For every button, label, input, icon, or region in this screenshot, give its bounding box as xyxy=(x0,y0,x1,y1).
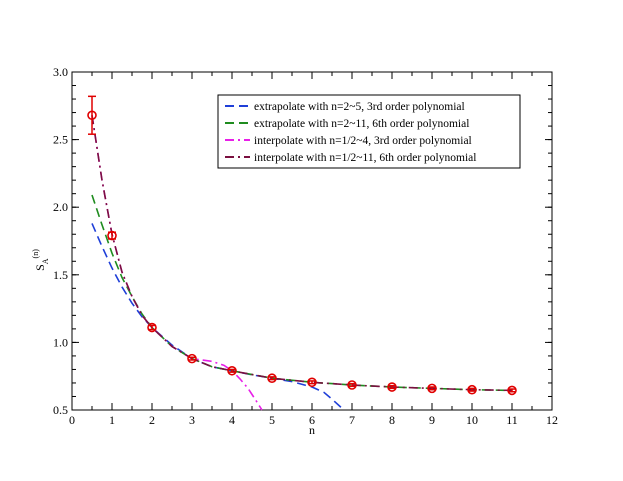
y-axis-label-sup: (n) xyxy=(31,249,40,259)
data-point xyxy=(267,373,277,384)
data-point xyxy=(107,230,117,241)
x-tick-label: 6 xyxy=(309,413,315,427)
y-tick-label: 2.5 xyxy=(53,133,68,147)
x-axis-label: n xyxy=(309,423,315,437)
data-point xyxy=(307,377,317,388)
data-point xyxy=(187,353,197,364)
x-tick-label: 9 xyxy=(429,413,435,427)
legend-entry-3: interpolate with n=1/2~4, 3rd order poly… xyxy=(254,135,472,147)
data-point xyxy=(227,365,237,376)
y-tick-label: 1.5 xyxy=(53,268,68,282)
legend-entry-4: interpolate with n=1/2~11, 6th order pol… xyxy=(254,152,476,164)
data-point xyxy=(507,385,517,396)
data-point xyxy=(347,380,357,390)
series-line-2 xyxy=(91,194,513,392)
x-tick-label: 1 xyxy=(109,413,115,427)
x-tick-label: 2 xyxy=(149,413,155,427)
data-point xyxy=(87,110,97,121)
data-point xyxy=(427,383,437,394)
x-tick-label: 3 xyxy=(189,413,195,427)
y-tick-label: 2.0 xyxy=(53,200,68,214)
legend: extrapolate with n=2~5, 3rd order polyno… xyxy=(217,94,521,169)
x-tick-label: 8 xyxy=(389,413,395,427)
y-tick-label: 1.0 xyxy=(53,335,68,349)
y-axis-label-main: S xyxy=(33,264,47,271)
svg-text:SA(n): SA(n) xyxy=(31,249,50,271)
data-point xyxy=(147,322,157,333)
y-tick-label: 3.0 xyxy=(53,65,68,79)
y-tick-label: 0.5 xyxy=(53,403,68,417)
x-tick-label: 5 xyxy=(269,413,275,427)
x-tick-label: 0 xyxy=(69,413,75,427)
x-tick-label: 12 xyxy=(546,413,558,427)
axis-ticks: 0 1 2 3 4 5 6 7 8 9 10 11 120.51.01.52.02.53.0 xyxy=(53,65,558,427)
x-tick-label: 7 xyxy=(349,413,355,427)
series-layer xyxy=(91,115,513,411)
legend-box xyxy=(217,94,521,169)
legend-entry-2: extrapolate with n=2~11, 6th order polyn… xyxy=(254,118,469,130)
data-point xyxy=(467,384,477,395)
data-points-layer xyxy=(87,95,517,396)
series-line-4 xyxy=(91,115,513,392)
y-axis-label-sub: A xyxy=(41,258,50,264)
x-tick-label: 11 xyxy=(506,413,518,427)
data-point xyxy=(387,382,397,392)
y-axis-label: SA(n) xyxy=(31,249,50,271)
legend-entry-1: extrapolate with n=2~5, 3rd order polyno… xyxy=(254,101,465,113)
x-tick-label: 10 xyxy=(466,413,478,427)
x-tick-label: 4 xyxy=(229,413,235,427)
